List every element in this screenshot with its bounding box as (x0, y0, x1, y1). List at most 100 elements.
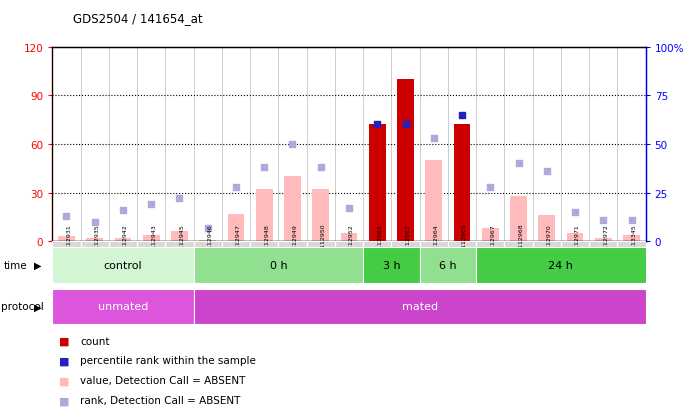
Text: GSM112949: GSM112949 (292, 223, 297, 261)
Bar (199, 240, 216, 242)
Bar (369, 125, 386, 242)
Bar (193, 248, 363, 283)
Text: GSM112968: GSM112968 (519, 223, 524, 261)
Text: GSM112964: GSM112964 (433, 223, 439, 261)
Bar (397, 80, 414, 242)
Bar (448, 242, 476, 248)
Bar (87, 238, 103, 242)
Text: percentile rank within the sample: percentile rank within the sample (80, 356, 256, 366)
Point (541, 169, 552, 175)
Text: GSM112967: GSM112967 (490, 223, 496, 261)
Text: GSM112948: GSM112948 (265, 223, 269, 261)
Bar (505, 242, 533, 248)
Text: 6 h: 6 h (439, 260, 456, 271)
Bar (538, 216, 555, 242)
Text: GSM112946: GSM112946 (208, 223, 213, 261)
Text: GSM112972: GSM112972 (603, 223, 608, 261)
Bar (228, 214, 244, 242)
Text: unmated: unmated (98, 301, 148, 312)
Bar (397, 80, 414, 242)
Bar (419, 242, 448, 248)
Point (89, 219, 101, 225)
Text: 0 h: 0 h (269, 260, 287, 271)
Bar (482, 229, 499, 242)
Point (259, 164, 270, 171)
Bar (419, 248, 476, 283)
Point (174, 196, 185, 202)
Text: protocol: protocol (1, 301, 43, 312)
Bar (52, 248, 193, 283)
Text: GSM112963: GSM112963 (406, 223, 410, 261)
Bar (454, 125, 470, 242)
Text: ■: ■ (59, 356, 70, 366)
Bar (454, 125, 470, 242)
Text: ■: ■ (59, 336, 70, 346)
Point (202, 225, 214, 231)
Point (146, 202, 157, 208)
Bar (369, 125, 386, 242)
Text: GSM112970: GSM112970 (547, 223, 551, 261)
Point (570, 209, 581, 216)
Bar (109, 242, 137, 248)
Bar (476, 248, 646, 283)
Bar (533, 242, 561, 248)
Text: mated: mated (401, 301, 438, 312)
Text: GSM112962: GSM112962 (377, 223, 383, 261)
Bar (171, 232, 188, 242)
Point (626, 217, 637, 223)
Point (428, 135, 439, 142)
Bar (476, 242, 505, 248)
Bar (392, 242, 419, 248)
Bar (52, 289, 193, 324)
Bar (595, 238, 611, 242)
Text: GSM112935: GSM112935 (95, 223, 100, 261)
Bar (137, 242, 165, 248)
Text: ▶: ▶ (34, 260, 41, 271)
Bar (52, 242, 80, 248)
Text: GDS2504 / 141654_at: GDS2504 / 141654_at (73, 12, 203, 25)
Bar (341, 233, 357, 242)
Text: 3 h: 3 h (383, 260, 400, 271)
Bar (80, 242, 109, 248)
Point (597, 217, 609, 223)
Bar (255, 190, 273, 242)
Point (513, 161, 524, 167)
Bar (618, 242, 646, 248)
Bar (363, 242, 392, 248)
Text: 24 h: 24 h (549, 260, 573, 271)
Bar (510, 196, 527, 242)
Bar (58, 237, 75, 242)
Point (371, 122, 383, 128)
Bar (312, 190, 329, 242)
Text: GSM113345: GSM113345 (632, 223, 637, 261)
Text: ■: ■ (59, 395, 70, 405)
Bar (561, 242, 589, 248)
Bar (193, 289, 646, 324)
Text: GSM112971: GSM112971 (575, 223, 580, 261)
Text: GSM112931: GSM112931 (66, 223, 71, 261)
Bar (284, 177, 301, 242)
Bar (193, 242, 222, 248)
Text: GSM112942: GSM112942 (123, 223, 128, 261)
Point (484, 184, 496, 190)
Text: GSM112950: GSM112950 (321, 223, 326, 261)
Point (117, 207, 128, 214)
Text: value, Detection Call = ABSENT: value, Detection Call = ABSENT (80, 375, 246, 385)
Point (61, 213, 72, 220)
Bar (250, 242, 279, 248)
Bar (165, 242, 193, 248)
Text: control: control (104, 260, 142, 271)
Text: time: time (3, 260, 27, 271)
Point (230, 184, 242, 190)
Bar (363, 248, 419, 283)
Text: GSM112945: GSM112945 (179, 223, 184, 261)
Bar (222, 242, 250, 248)
Text: GSM112965: GSM112965 (462, 223, 467, 261)
Text: GSM112947: GSM112947 (236, 223, 241, 261)
Point (456, 112, 468, 119)
Point (287, 141, 298, 148)
Text: GSM112952: GSM112952 (349, 223, 354, 261)
Point (400, 122, 411, 128)
Bar (143, 235, 160, 242)
Text: GSM112943: GSM112943 (151, 223, 156, 261)
